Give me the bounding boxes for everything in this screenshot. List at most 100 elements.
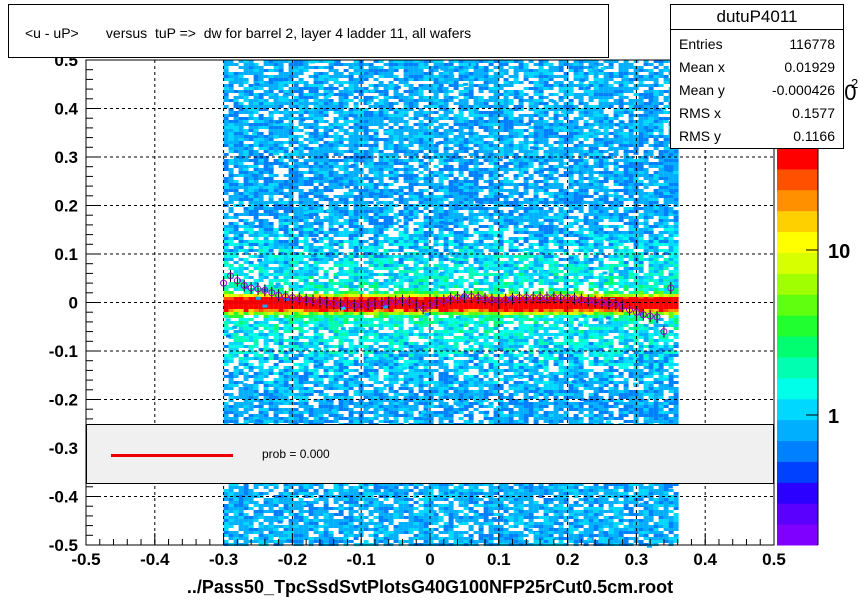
heat-cell <box>313 297 319 300</box>
heat-cell <box>403 375 409 378</box>
heat-cell <box>298 141 304 144</box>
heat-cell <box>243 261 249 264</box>
heat-cell <box>258 291 264 294</box>
heat-cell <box>393 324 399 327</box>
heat-cell <box>283 192 289 195</box>
heat-cell <box>248 114 254 117</box>
heat-cell <box>238 306 244 309</box>
heat-cell <box>333 519 339 522</box>
heat-cell <box>283 498 289 501</box>
heat-cell <box>243 375 249 378</box>
heat-cell <box>323 357 329 360</box>
heat-cell <box>333 396 339 399</box>
heat-cell <box>393 177 399 180</box>
heat-cell <box>263 399 269 402</box>
heat-cell <box>413 135 419 138</box>
heat-cell <box>318 408 324 411</box>
heat-cell <box>248 531 254 534</box>
heat-cell <box>378 345 384 348</box>
heat-cell <box>223 363 229 366</box>
heat-cell <box>343 198 349 201</box>
heat-cell <box>348 282 354 285</box>
heat-cell <box>383 111 389 114</box>
heat-cell <box>263 486 269 489</box>
heat-cell <box>238 102 244 105</box>
heat-cell <box>403 396 409 399</box>
heat-cell <box>343 231 349 234</box>
heat-cell <box>318 498 324 501</box>
heat-cell <box>273 327 279 330</box>
heat-cell <box>413 72 419 75</box>
heat-cell <box>293 408 299 411</box>
heat-cell <box>313 105 319 108</box>
heat-cell <box>278 84 284 87</box>
heat-cell <box>343 102 349 105</box>
heat-cell <box>268 531 274 534</box>
heat-cell <box>288 126 294 129</box>
heat-cell <box>303 273 309 276</box>
heat-cell <box>258 420 264 423</box>
heat-cell <box>263 207 269 210</box>
heat-cell <box>403 174 409 177</box>
heat-cell <box>253 69 259 72</box>
heat-cell <box>223 411 229 414</box>
heat-cell <box>378 255 384 258</box>
heat-cell <box>338 81 344 84</box>
heat-cell <box>323 303 329 306</box>
heat-cell <box>338 321 344 324</box>
heat-cell <box>383 498 389 501</box>
heat-cell <box>283 255 289 258</box>
heat-cell <box>403 99 409 102</box>
heat-cell <box>248 495 254 498</box>
heat-cell <box>298 87 304 90</box>
heat-cell <box>263 537 269 540</box>
heat-cell <box>393 330 399 333</box>
heat-cell <box>228 498 234 501</box>
heat-cell <box>338 522 344 525</box>
heat-cell <box>398 309 404 312</box>
heat-cell <box>323 129 329 132</box>
heat-cell <box>258 81 264 84</box>
heat-cell <box>353 123 359 126</box>
heat-cell <box>363 123 369 126</box>
heat-cell <box>343 372 349 375</box>
heat-cell <box>228 84 234 87</box>
heat-cell <box>318 210 324 213</box>
heat-cell <box>273 336 279 339</box>
heat-cell <box>343 528 349 531</box>
heat-cell <box>258 141 264 144</box>
heat-cell <box>248 375 254 378</box>
heat-cell <box>243 147 249 150</box>
heat-cell <box>343 294 349 297</box>
heat-cell <box>233 147 239 150</box>
heat-cell <box>238 351 244 354</box>
heat-cell <box>228 273 234 276</box>
heat-cell <box>248 264 254 267</box>
heat-cell <box>333 351 339 354</box>
heat-cell <box>228 174 234 177</box>
heat-cell <box>263 390 269 393</box>
heat-cell <box>248 117 254 120</box>
heat-cell <box>263 219 269 222</box>
heat-cell <box>283 243 289 246</box>
heat-cell <box>233 111 239 114</box>
heat-cell <box>258 297 264 300</box>
heat-cell <box>258 393 264 396</box>
heat-cell <box>308 354 314 357</box>
heat-cell <box>398 306 404 309</box>
heat-cell <box>353 378 359 381</box>
heat-cell <box>238 105 244 108</box>
heat-cell <box>258 294 264 297</box>
heat-cell <box>273 312 279 315</box>
heat-cell <box>408 309 414 312</box>
heat-cell <box>338 144 344 147</box>
heat-cell <box>223 285 229 288</box>
heat-cell <box>328 321 334 324</box>
heat-cell <box>418 123 424 126</box>
heat-cell <box>408 321 414 324</box>
heat-cell <box>263 237 269 240</box>
heat-cell <box>393 60 399 63</box>
heat-cell <box>353 420 359 423</box>
heat-cell <box>398 189 404 192</box>
heat-cell <box>358 393 364 396</box>
